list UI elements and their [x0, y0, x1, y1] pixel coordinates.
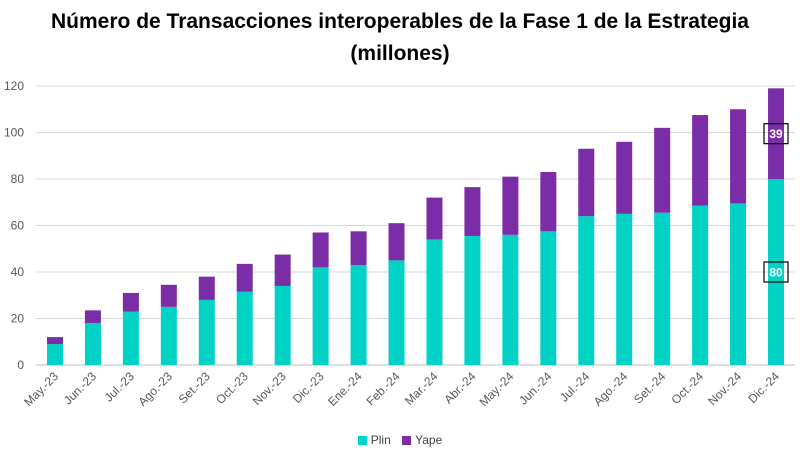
x-tick-label: Oct.-23	[213, 369, 251, 407]
x-tick-label: Set.-24	[631, 369, 668, 406]
bar-plin	[768, 179, 785, 365]
data-labels: 80 39	[763, 123, 789, 283]
bar-yape	[768, 88, 785, 179]
bar-plin	[692, 205, 709, 365]
bar-plin	[236, 291, 253, 365]
bar-yape	[502, 176, 519, 235]
y-tick-label: 80	[11, 172, 25, 186]
bar-yape	[578, 148, 595, 217]
bar-yape	[236, 263, 253, 292]
x-tick-label: May.-24	[477, 369, 517, 409]
data-label-box	[763, 261, 789, 283]
bar-yape	[464, 187, 481, 236]
x-tick-label: Jun.-24	[516, 369, 554, 407]
y-tick-label: 100	[4, 126, 24, 140]
x-tick-label: Dic.-24	[745, 369, 782, 406]
x-tick-label: Abr.-24	[441, 369, 478, 406]
legend-swatch-plin	[357, 435, 367, 445]
bar-yape	[616, 141, 633, 214]
y-tick-label: 20	[11, 312, 25, 326]
legend-swatch-yape	[402, 435, 412, 445]
legend: Plin Yape	[0, 433, 800, 448]
gridlines	[36, 85, 795, 366]
bar-plin	[654, 212, 671, 365]
bar-plin	[730, 203, 747, 365]
bar-plin	[616, 213, 633, 365]
bar-yape	[84, 310, 101, 324]
bar-yape	[540, 172, 557, 232]
bar-plin	[426, 239, 443, 365]
bar-plin	[464, 235, 481, 365]
bar-yape	[350, 231, 367, 266]
bars	[46, 88, 785, 365]
legend-label-yape: Yape	[415, 433, 443, 447]
legend-label-plin: Plin	[370, 433, 391, 447]
y-tick-label: 0	[17, 358, 24, 372]
bar-yape	[160, 284, 177, 307]
data-label-text: 80	[769, 266, 783, 280]
bar-yape	[46, 337, 63, 345]
data-label-yape: 39	[763, 123, 789, 145]
chart-title-line-1: Número de Transacciones interoperables d…	[51, 10, 749, 33]
bar-plin	[198, 299, 215, 365]
x-tick-label: Set.-23	[176, 369, 213, 406]
legend-item-yape: Yape	[402, 433, 442, 447]
x-tick-label: May.-23	[21, 369, 61, 409]
bar-yape	[654, 127, 671, 213]
bar-plin	[502, 234, 519, 365]
x-tick-label: Dic.-23	[290, 369, 327, 406]
bar-yape	[312, 232, 329, 268]
data-label-plin: 80	[763, 261, 789, 283]
bar-plin	[46, 344, 63, 365]
data-label-box	[763, 123, 789, 145]
x-tick-label: Ago.-24	[591, 369, 631, 409]
y-tick-label: 40	[11, 265, 25, 279]
chart-title: Número de Transacciones interoperables d…	[0, 6, 800, 70]
bar-plin	[160, 306, 177, 365]
bar-yape	[388, 223, 405, 261]
x-tick-label: Ago.-23	[135, 369, 175, 409]
bar-plin	[274, 285, 291, 365]
bar-plin	[350, 265, 367, 365]
x-tick-label: Oct.-24	[669, 369, 707, 407]
bar-plin	[578, 216, 595, 365]
bar-yape	[692, 115, 709, 206]
bar-yape	[274, 254, 291, 286]
bar-plin	[312, 267, 329, 365]
x-tick-label: Jul.-24	[557, 369, 593, 405]
y-tick-label: 60	[11, 219, 25, 233]
bar-yape	[122, 292, 139, 312]
x-tick-label: Ene.-24	[325, 369, 365, 409]
legend-item-plin: Plin	[357, 433, 391, 447]
x-tick-label: Nov.-23	[250, 369, 289, 408]
bar-plin	[388, 260, 405, 365]
chart-title-line-2: (millones)	[350, 42, 450, 65]
x-tick-label: Nov.-24	[705, 369, 744, 408]
bar-yape	[198, 276, 215, 300]
x-tick-label: Jun.-23	[61, 369, 99, 407]
bar-plin	[540, 231, 557, 365]
bar-yape	[730, 109, 747, 204]
data-label-text: 39	[769, 127, 783, 141]
y-axis-ticks: 0 20 40 60 80 100 120	[4, 79, 24, 372]
x-tick-label: Feb.-24	[364, 369, 403, 408]
bar-yape	[426, 197, 443, 240]
x-tick-label: Mar.-24	[402, 369, 441, 408]
x-tick-label: Jul.-23	[102, 369, 138, 405]
y-tick-label: 120	[4, 79, 24, 93]
bar-plin	[122, 311, 139, 365]
bar-plin	[84, 323, 101, 365]
